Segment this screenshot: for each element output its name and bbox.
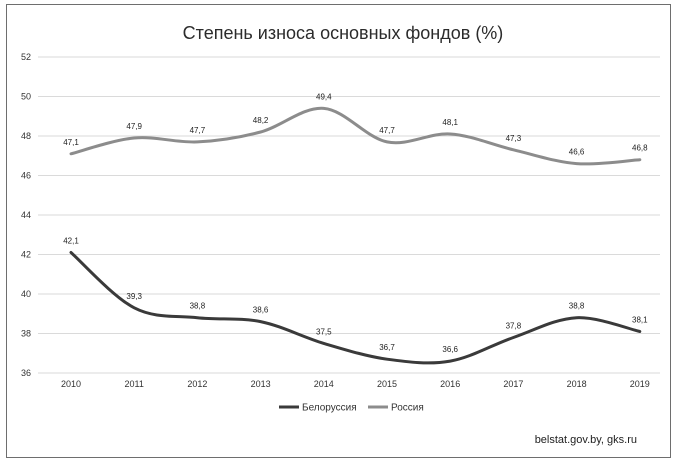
data-label: 48,2	[253, 116, 269, 125]
data-label: 46,6	[569, 148, 585, 157]
data-label: 48,1	[442, 118, 458, 127]
data-label: 47,3	[506, 134, 522, 143]
chart-title: Степень износа основных фондов (%)	[183, 23, 504, 43]
y-tick-label: 44	[21, 210, 31, 220]
y-tick-label: 48	[21, 131, 31, 141]
y-tick-label: 42	[21, 250, 31, 260]
x-tick-label: 2015	[377, 379, 397, 389]
x-tick-label: 2017	[503, 379, 523, 389]
data-label: 38,6	[253, 306, 269, 315]
y-tick-label: 38	[21, 329, 31, 339]
data-label: 47,7	[190, 126, 206, 135]
data-label: 39,3	[126, 292, 142, 301]
data-label: 42,1	[63, 237, 79, 246]
chart-frame	[6, 4, 671, 458]
series-line-0	[69, 251, 642, 365]
legend-label: Россия	[391, 403, 424, 414]
y-tick-label: 40	[21, 289, 31, 299]
legend-label: Белоруссия	[302, 403, 357, 414]
data-label: 49,4	[316, 92, 332, 101]
y-axis-ticks: 52 50 48 46 44 42 40 38 36	[21, 52, 31, 378]
gridlines	[38, 56, 660, 374]
data-labels: 42,1 39,3 38,8 38,6 37,5 36,7 36,6 37,8 38,8 38,1…	[63, 92, 648, 354]
x-tick-label: 2016	[440, 379, 460, 389]
x-tick-label: 2012	[187, 379, 207, 389]
y-tick-label: 46	[21, 171, 31, 181]
x-axis-ticks: 2010 2011 2012 2013 2014 2015 2016 2017 2018 2019	[61, 379, 650, 389]
legend: Белоруссия Россия	[279, 403, 424, 414]
data-label: 46,8	[632, 144, 648, 153]
y-tick-label: 36	[21, 368, 31, 378]
data-label: 37,8	[506, 321, 522, 330]
x-tick-label: 2014	[314, 379, 334, 389]
x-tick-label: 2019	[630, 379, 650, 389]
y-tick-label: 50	[21, 92, 31, 102]
x-tick-label: 2018	[567, 379, 587, 389]
data-label: 36,7	[379, 343, 395, 352]
data-label: 38,1	[632, 316, 648, 325]
data-label: 47,9	[126, 122, 142, 131]
data-label: 36,6	[442, 345, 458, 354]
series-lines	[69, 106, 642, 365]
series-line-1	[69, 106, 642, 166]
source-note: belstat.gov.by, gks.ru	[535, 434, 637, 446]
data-label: 47,1	[63, 138, 79, 147]
y-tick-label: 52	[21, 52, 31, 62]
x-tick-label: 2013	[251, 379, 271, 389]
x-tick-label: 2011	[125, 379, 144, 389]
data-label: 37,5	[316, 327, 332, 336]
data-label: 38,8	[569, 302, 585, 311]
data-label: 47,7	[379, 126, 395, 135]
data-label: 38,8	[190, 302, 206, 311]
x-tick-label: 2010	[61, 379, 81, 389]
